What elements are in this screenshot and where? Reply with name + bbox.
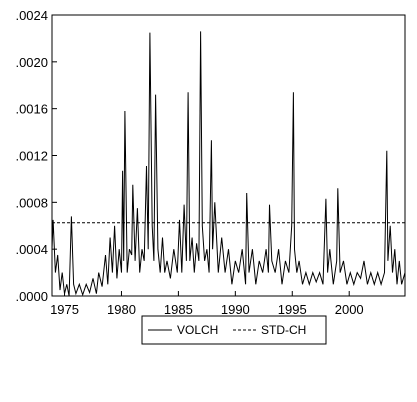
legend-label-std-ch: STD-CH	[261, 323, 306, 337]
x-tick-label: 1985	[164, 302, 193, 317]
y-tick-label: .0012	[15, 149, 48, 164]
y-tick-label: .0020	[15, 55, 48, 70]
y-tick-label: .0004	[15, 242, 48, 257]
x-tick-labels: 1975 1980 1985 1990 1995 2000	[50, 302, 364, 317]
x-tick-label: 1975	[50, 302, 79, 317]
legend: VOLCH STD-CH	[142, 316, 326, 344]
series-lines	[52, 31, 405, 296]
y-tick-label: .0024	[15, 8, 48, 23]
legend-label-volch: VOLCH	[177, 323, 218, 337]
y-tick-label: .0008	[15, 195, 48, 210]
x-tick-label: 1995	[278, 302, 307, 317]
series-line-volch	[52, 31, 405, 296]
x-tick-label: 1980	[107, 302, 136, 317]
y-tick-label: .0000	[15, 289, 48, 304]
y-tick-label: .0016	[15, 102, 48, 117]
y-tick-labels: .0000 .0004 .0008 .0012 .0016 .0020 .0024	[15, 8, 48, 304]
x-tick-label: 1990	[221, 302, 250, 317]
x-tick-label: 2000	[335, 302, 364, 317]
x-ticks	[65, 291, 350, 296]
